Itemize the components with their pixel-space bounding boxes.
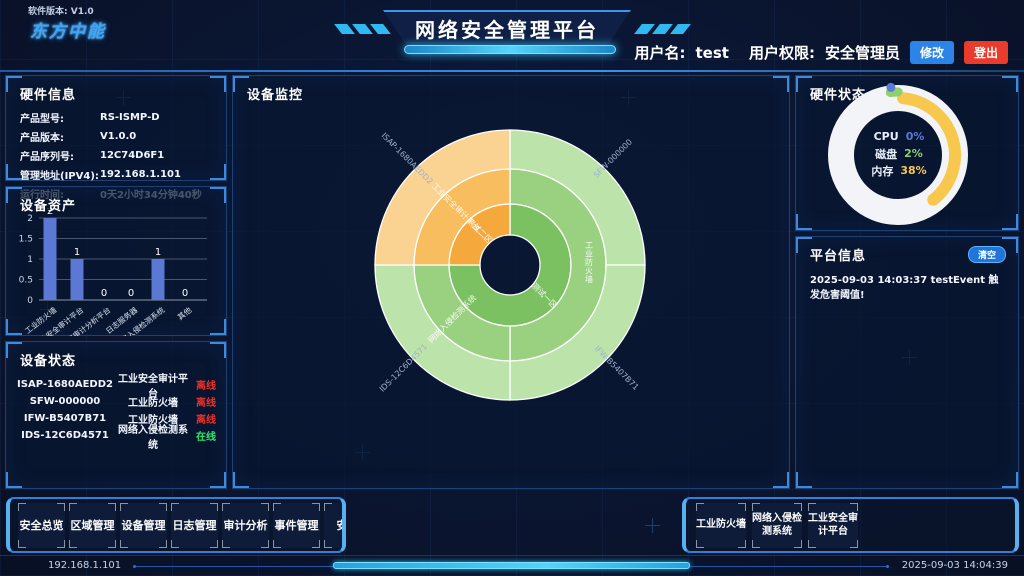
brand-logo: 东方中能: [30, 22, 106, 42]
status-line-dot: [886, 565, 889, 568]
svg-text:1: 1: [27, 255, 33, 265]
svg-text:IDS-12C6D4571: IDS-12C6D4571: [378, 342, 430, 394]
role-value: 安全管理员: [824, 44, 900, 62]
nav-group-left: 安全总览 区域管理 设备管理 日志管理 审计分析 事件管理 安全: [6, 497, 346, 553]
banner-glow-decor: [404, 45, 616, 54]
device-monitor-sunburst-chart: 测试一区测试二区工业防火墙网络入侵检测系统工业安全审计平台SFW-000000I…: [374, 129, 646, 401]
device-status-row: IFW-B5407B71 工业防火墙 离线: [23, 413, 216, 426]
device-assets-panel: 设备资产: [5, 186, 227, 336]
user-bar: 用户名: test 用户权限: 安全管理员 修改 登出: [634, 41, 1008, 64]
nav-audit-analysis[interactable]: 审计分析: [222, 503, 269, 548]
hardware-info-panel: 硬件信息 产品型号: RS-ISMP-D 产品版本: V1.0.0 产品序列号: 12…: [5, 75, 227, 201]
device-status-row: ISAP-1680AEDD2 工业安全审计平台 离线: [17, 373, 216, 400]
svg-text:0: 0: [128, 288, 134, 299]
svg-text:2: 2: [27, 214, 33, 224]
platform-info-panel: 平台信息 清空 2025-09-03 14:03:37 testEvent 触发…: [795, 236, 1019, 489]
hardware-status-gauge-chart: [828, 82, 968, 225]
status-badge: 离线: [196, 381, 216, 392]
clear-button[interactable]: 清空: [967, 246, 1006, 263]
nav-group-right: 工业防火墙 网络入侵检测系统 工业安全审计平台: [682, 497, 1019, 553]
username-label: 用户名:: [634, 44, 686, 62]
status-badge: 在线: [196, 432, 216, 443]
nav-zone-management[interactable]: 区域管理: [69, 503, 116, 548]
nav-log-management[interactable]: 日志管理: [171, 503, 218, 548]
device-status-rows: ISAP-1680AEDD2 工业安全审计平台 离线 SFW-000000 工业…: [14, 373, 216, 451]
nav-intrusion-detection[interactable]: 网络入侵检测系统: [752, 503, 802, 548]
metric-value: 0%: [905, 130, 925, 143]
assets-bar-chart: 00.511.522工业防火墙1工业安全审计平台0工业网络审计分析平台0日志服务…: [19, 208, 207, 336]
status-bar: 192.168.1.101 2025-09-03 14:04:39: [0, 555, 1024, 576]
status-cyan-bar-decor: [333, 562, 690, 569]
modify-button[interactable]: 修改: [909, 41, 954, 64]
device-status-row: IDS-12C6D4571 网络入侵检测系统 在线: [21, 424, 216, 451]
title-banner: 网络安全管理平台: [383, 10, 631, 44]
status-datetime: 2025-09-03 14:04:39: [901, 560, 1008, 571]
software-version: 软件版本: V1.0: [28, 7, 94, 17]
info-row: 管理地址(IPV4): 192.168.1.101: [20, 169, 181, 182]
gauge-metrics: CPU 0% 磁盘 2% 内存 38%: [851, 128, 947, 179]
svg-text:工业防火墙: 工业防火墙: [585, 241, 593, 284]
nav-event-management[interactable]: 事件管理: [273, 503, 320, 548]
svg-text:0: 0: [101, 288, 107, 299]
svg-text:0: 0: [27, 296, 33, 306]
svg-text:0.5: 0.5: [19, 276, 33, 286]
svg-text:1: 1: [155, 247, 161, 258]
hardware-info-title: 硬件信息: [20, 88, 77, 103]
device-status-panel: 设备状态 ISAP-1680AEDD2 工业安全审计平台 离线 SFW-0000…: [5, 341, 227, 489]
info-row: 产品序列号: 12C74D6F1: [20, 150, 165, 163]
device-status-title: 设备状态: [20, 354, 77, 369]
slash-decor-right: [634, 24, 691, 34]
svg-text:2: 2: [47, 208, 53, 217]
status-line-decor: [690, 566, 886, 567]
nav-security-clipped[interactable]: 安全: [324, 503, 342, 548]
platform-info-title: 平台信息: [810, 249, 867, 264]
nav-device-management[interactable]: 设备管理: [120, 503, 167, 548]
header-divider: [0, 70, 1024, 72]
status-line-dot: [133, 565, 136, 568]
info-row: 产品型号: RS-ISMP-D: [20, 112, 160, 125]
metric-row: CPU 0%: [873, 130, 925, 143]
nav-security-overview[interactable]: 安全总览: [18, 503, 65, 548]
device-assets-title: 设备资产: [20, 199, 77, 214]
svg-text:1: 1: [74, 247, 80, 258]
username-value: test: [695, 43, 729, 62]
svg-text:0: 0: [182, 288, 188, 299]
grid-cross-decor: [645, 518, 660, 533]
metric-row: 磁盘 2%: [875, 147, 923, 161]
info-row: 产品版本: V1.0.0: [20, 131, 137, 144]
nav-industrial-firewall[interactable]: 工业防火墙: [696, 503, 746, 548]
device-monitor-title: 设备监控: [247, 88, 304, 103]
page-title: 网络安全管理平台: [415, 17, 599, 42]
metric-row: 内存 38%: [871, 164, 927, 178]
svg-text:SFW-000000: SFW-000000: [592, 137, 634, 179]
svg-text:IFW-B5407B71: IFW-B5407B71: [593, 344, 641, 392]
slash-decor-left: [334, 24, 391, 34]
svg-text:其他: 其他: [175, 304, 193, 321]
status-badge: 离线: [196, 415, 216, 426]
device-status-row: SFW-000000 工业防火墙 离线: [29, 396, 216, 409]
svg-text:1.5: 1.5: [19, 235, 33, 245]
logout-button[interactable]: 登出: [963, 41, 1008, 64]
status-badge: 离线: [196, 398, 216, 409]
status-ip: 192.168.1.101: [48, 560, 122, 571]
status-line-decor: [136, 566, 333, 567]
metric-value: 38%: [900, 164, 927, 177]
nav-security-audit[interactable]: 工业安全审计平台: [808, 503, 858, 548]
metric-value: 2%: [904, 147, 923, 160]
platform-message: 2025-09-03 14:03:37 testEvent 触发危害阈值!: [810, 275, 999, 301]
role-label: 用户权限:: [748, 44, 815, 62]
hardware-status-title: 硬件状态: [810, 88, 867, 103]
